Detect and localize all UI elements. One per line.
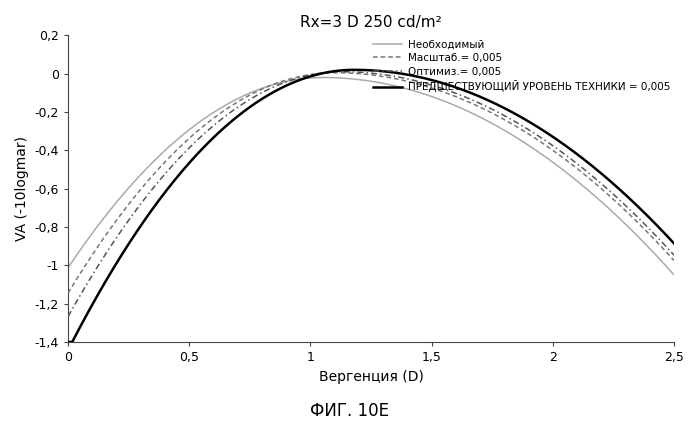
Оптимиз.= 0,005 bbox=[309, 72, 317, 77]
ПРЕДШЕСТВУЮЩИЙ УРОВЕНЬ ТЕХНИКИ = 0,005 bbox=[670, 241, 678, 246]
X-axis label: Вергенция (D): Вергенция (D) bbox=[319, 370, 424, 384]
Необходимый bbox=[670, 272, 678, 277]
ПРЕДШЕСТВУЮЩИЙ УРОВЕНЬ ТЕХНИКИ = 0,005 bbox=[309, 73, 317, 78]
ПРЕДШЕСТВУЮЩИЙ УРОВЕНЬ ТЕХНИКИ = 0,005 bbox=[350, 67, 359, 73]
Title: Rx=3 D 250 cd/m²: Rx=3 D 250 cd/m² bbox=[300, 15, 442, 30]
Оптимиз.= 0,005 bbox=[537, 135, 545, 140]
Масштаб.= 0,005 bbox=[309, 72, 317, 77]
Line: Необходимый: Необходимый bbox=[68, 78, 674, 275]
Оптимиз.= 0,005 bbox=[670, 253, 678, 258]
Необходимый bbox=[309, 75, 317, 80]
Масштаб.= 0,005 bbox=[481, 107, 489, 112]
Text: ФИГ. 10E: ФИГ. 10E bbox=[310, 402, 389, 420]
Line: ПРЕДШЕСТВУЮЩИЙ УРОВЕНЬ ТЕХНИКИ = 0,005: ПРЕДШЕСТВУЮЩИЙ УРОВЕНЬ ТЕХНИКИ = 0,005 bbox=[68, 70, 674, 342]
Оптимиз.= 0,005 bbox=[548, 142, 556, 148]
ПРЕДШЕСТВУЮЩИЙ УРОВЕНЬ ТЕХНИКИ = 0,005 bbox=[548, 134, 556, 139]
Масштаб.= 0,005 bbox=[670, 258, 678, 263]
Y-axis label: VA (-10logmar): VA (-10logmar) bbox=[15, 136, 29, 241]
Необходимый bbox=[64, 265, 72, 270]
Масштаб.= 0,005 bbox=[331, 70, 339, 75]
Необходимый bbox=[331, 75, 340, 80]
Line: Масштаб.= 0,005: Масштаб.= 0,005 bbox=[68, 73, 674, 293]
Оптимиз.= 0,005 bbox=[64, 314, 72, 319]
Оптимиз.= 0,005 bbox=[126, 216, 134, 221]
Оптимиз.= 0,005 bbox=[338, 69, 347, 74]
Оптимиз.= 0,005 bbox=[331, 70, 339, 75]
Масштаб.= 0,005 bbox=[331, 70, 340, 75]
Line: Оптимиз.= 0,005: Оптимиз.= 0,005 bbox=[68, 72, 674, 316]
Масштаб.= 0,005 bbox=[64, 290, 72, 296]
Масштаб.= 0,005 bbox=[548, 147, 556, 152]
Необходимый bbox=[548, 159, 556, 164]
Масштаб.= 0,005 bbox=[537, 140, 545, 145]
Масштаб.= 0,005 bbox=[126, 200, 134, 205]
ПРЕДШЕСТВУЮЩИЙ УРОВЕНЬ ТЕХНИКИ = 0,005 bbox=[331, 69, 339, 74]
Необходимый bbox=[537, 151, 545, 156]
Legend: Необходимый, Масштаб.= 0,005, Оптимиз.= 0,005, ПРЕДШЕСТВУЮЩИЙ УРОВЕНЬ ТЕХНИКИ = : Необходимый, Масштаб.= 0,005, Оптимиз.= … bbox=[369, 35, 674, 97]
ПРЕДШЕСТВУЮЩИЙ УРОВЕНЬ ТЕХНИКИ = 0,005 bbox=[64, 340, 72, 345]
Необходимый bbox=[319, 75, 327, 80]
ПРЕДШЕСТВУЮЩИЙ УРОВЕНЬ ТЕХНИКИ = 0,005 bbox=[126, 240, 134, 245]
Необходимый bbox=[481, 117, 489, 122]
Оптимиз.= 0,005 bbox=[481, 103, 489, 108]
ПРЕДШЕСТВУЮЩИЙ УРОВЕНЬ ТЕХНИКИ = 0,005 bbox=[537, 127, 545, 132]
Необходимый bbox=[126, 184, 134, 189]
ПРЕДШЕСТВУЮЩИЙ УРОВЕНЬ ТЕХНИКИ = 0,005 bbox=[481, 96, 489, 101]
